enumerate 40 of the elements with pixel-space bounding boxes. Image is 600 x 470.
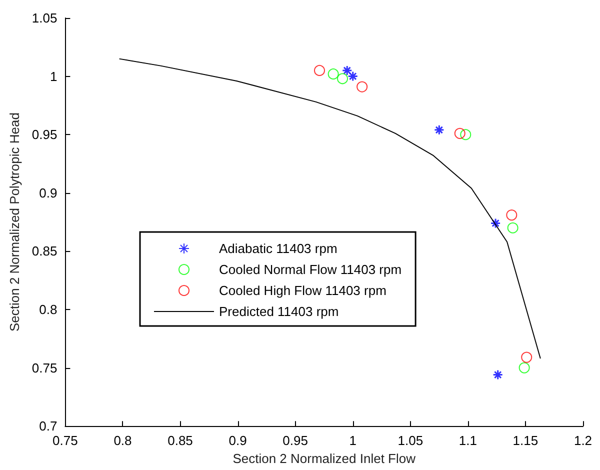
- point: [506, 210, 518, 221]
- y-tick-label: 0.9: [39, 185, 58, 200]
- x-tick-label: 0.9: [228, 433, 247, 448]
- legend-label: Predicted 11403 rpm: [219, 304, 339, 319]
- x-tick-label: 1.2: [574, 433, 592, 448]
- y-tick-label: 0.85: [32, 244, 58, 259]
- y-axis-title: Section 2 Normalized Polytropic Head: [7, 112, 22, 332]
- point: [348, 71, 358, 82]
- y-tick-label: 0.8: [39, 302, 58, 317]
- x-axis-title: Section 2 Normalized Inlet Flow: [232, 451, 416, 466]
- point: [328, 68, 339, 80]
- point: [434, 124, 444, 136]
- point: [490, 218, 501, 228]
- x-tick-label: 0.85: [168, 433, 193, 448]
- x-tick-label: 1.05: [398, 433, 424, 448]
- x-tick-label: 1.1: [458, 433, 477, 448]
- y-tick-label: 0.95: [32, 127, 58, 142]
- legend-label: Cooled High Flow 11403 rpm: [219, 283, 386, 298]
- point: [342, 65, 352, 76]
- x-tick-label: 0.75: [52, 433, 78, 448]
- y-tick-label: 1.05: [32, 10, 58, 26]
- legend-label: Adiabatic 11403 rpm: [219, 241, 338, 256]
- y-tick-label: 0.7: [39, 418, 58, 434]
- point: [460, 129, 472, 140]
- legend-label: Cooled Normal Flow 11403 rpm: [219, 262, 402, 277]
- y-tick-label: 1: [50, 68, 58, 84]
- x-tick-label: 1.15: [512, 433, 538, 448]
- point: [521, 352, 532, 363]
- line-series: [118, 58, 541, 359]
- point: [492, 370, 504, 380]
- x-tick-label: 0.95: [282, 433, 308, 448]
- x-tick-label: 1: [349, 433, 356, 448]
- point: [337, 73, 348, 84]
- point: [507, 222, 518, 234]
- point: [454, 128, 466, 139]
- point: [518, 362, 530, 374]
- x-tick-label: 0.8: [114, 433, 132, 448]
- point: [314, 64, 325, 76]
- point: [356, 81, 368, 92]
- y-tick-label: 0.75: [32, 360, 58, 376]
